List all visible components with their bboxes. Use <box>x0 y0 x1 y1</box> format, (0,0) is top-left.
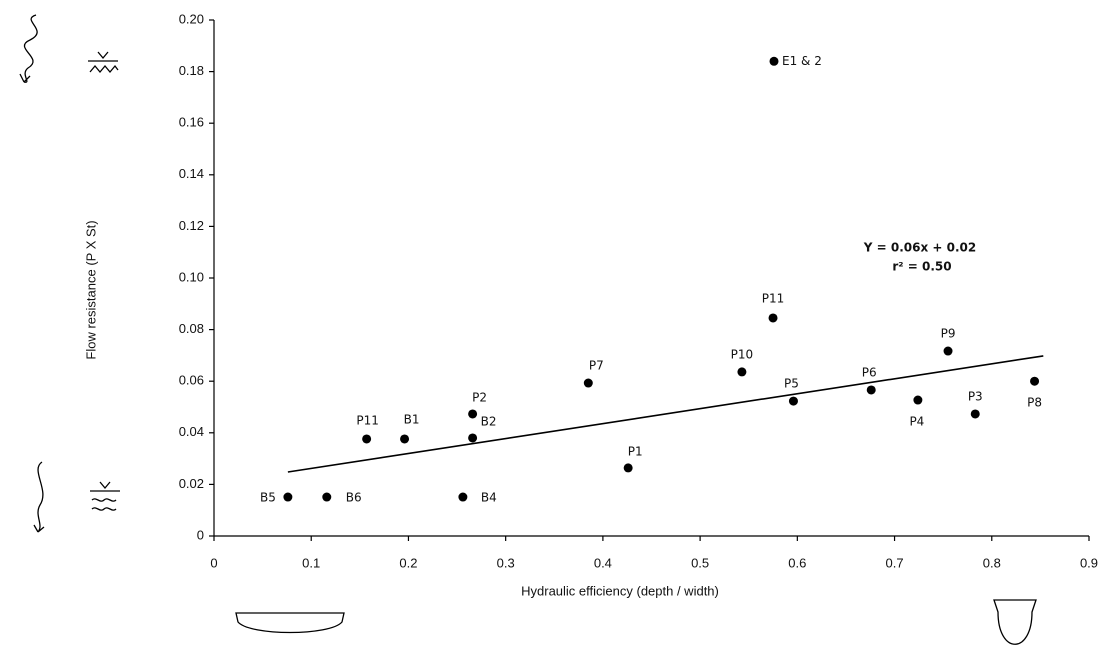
wide-channel-icon <box>235 612 345 634</box>
y-tick-label: 0.04 <box>179 424 204 439</box>
data-point <box>737 367 747 377</box>
point-label: P10 <box>731 347 754 361</box>
point-label: P8 <box>1027 396 1042 410</box>
y-tick-label: 0.02 <box>179 476 204 491</box>
x-tick-label: 0.5 <box>691 555 709 570</box>
point-label: P4 <box>909 415 924 429</box>
x-tick-label: 0.1 <box>302 555 320 570</box>
data-point <box>1030 376 1040 386</box>
data-point <box>769 56 779 66</box>
point-label: P7 <box>589 359 604 373</box>
trend-line <box>287 355 1044 473</box>
point-label: B4 <box>481 491 497 505</box>
deep-channel-icon <box>993 599 1037 645</box>
data-point <box>468 433 478 443</box>
y-tick-label: 0.18 <box>179 63 204 78</box>
point-label: P11 <box>356 413 379 427</box>
x-tick-label: 0.8 <box>983 555 1001 570</box>
point-label: E1 & 2 <box>782 54 822 68</box>
point-label: B2 <box>481 414 497 428</box>
x-tick-label: 0.4 <box>594 555 612 570</box>
x-tick-label: 0 <box>210 555 217 570</box>
data-point <box>866 385 876 395</box>
x-tick-label: 0.9 <box>1080 555 1098 570</box>
x-axis-label: Hydraulic efficiency (depth / width) <box>521 583 719 598</box>
y-tick-label: 0.06 <box>179 373 204 388</box>
data-point <box>362 434 372 444</box>
point-label: P3 <box>968 389 983 403</box>
trend-r2: r² = 0.50 <box>892 260 951 274</box>
x-tick-label: 0.6 <box>788 555 806 570</box>
point-label: B6 <box>346 491 362 505</box>
y-tick-label: 0.16 <box>179 115 204 130</box>
data-point <box>913 395 923 405</box>
data-point <box>943 346 953 356</box>
water-symbol-top <box>88 51 119 74</box>
point-label: P5 <box>784 377 799 391</box>
trend-equation: Y = 0.06x + 0.02 <box>863 241 976 255</box>
data-point <box>400 434 410 444</box>
icons <box>19 14 1037 645</box>
y-tick-label: 0.12 <box>179 218 204 233</box>
data-point <box>322 492 332 502</box>
data-point <box>283 492 293 502</box>
point-label: P1 <box>628 444 643 458</box>
point-label: P9 <box>941 327 956 341</box>
y-tick-label: 0.10 <box>179 269 204 284</box>
wavy-arrow-bottom <box>33 461 45 533</box>
y-tick-label: 0 <box>197 527 204 542</box>
water-symbol-bottom <box>90 481 120 511</box>
data-point <box>458 492 468 502</box>
wavy-arrow-top <box>19 14 38 83</box>
y-axis-label: Flow resistance (P X St) <box>83 220 98 359</box>
data-point <box>768 313 778 323</box>
point-label: P11 <box>762 291 785 305</box>
point-label: P6 <box>862 365 877 379</box>
y-tick-label: 0.20 <box>179 11 204 26</box>
data-point <box>788 396 798 406</box>
x-tick-label: 0.3 <box>497 555 515 570</box>
data-point <box>583 378 593 388</box>
y-tick-label: 0.14 <box>179 166 204 181</box>
point-label: P2 <box>472 390 487 404</box>
data-point <box>468 409 478 419</box>
x-tick-label: 0.7 <box>886 555 904 570</box>
data-point <box>970 409 980 419</box>
x-tick-label: 0.2 <box>399 555 417 570</box>
point-label: B5 <box>260 491 276 505</box>
y-tick-label: 0.08 <box>179 321 204 336</box>
point-label: B1 <box>404 412 420 426</box>
data-point <box>623 463 633 473</box>
